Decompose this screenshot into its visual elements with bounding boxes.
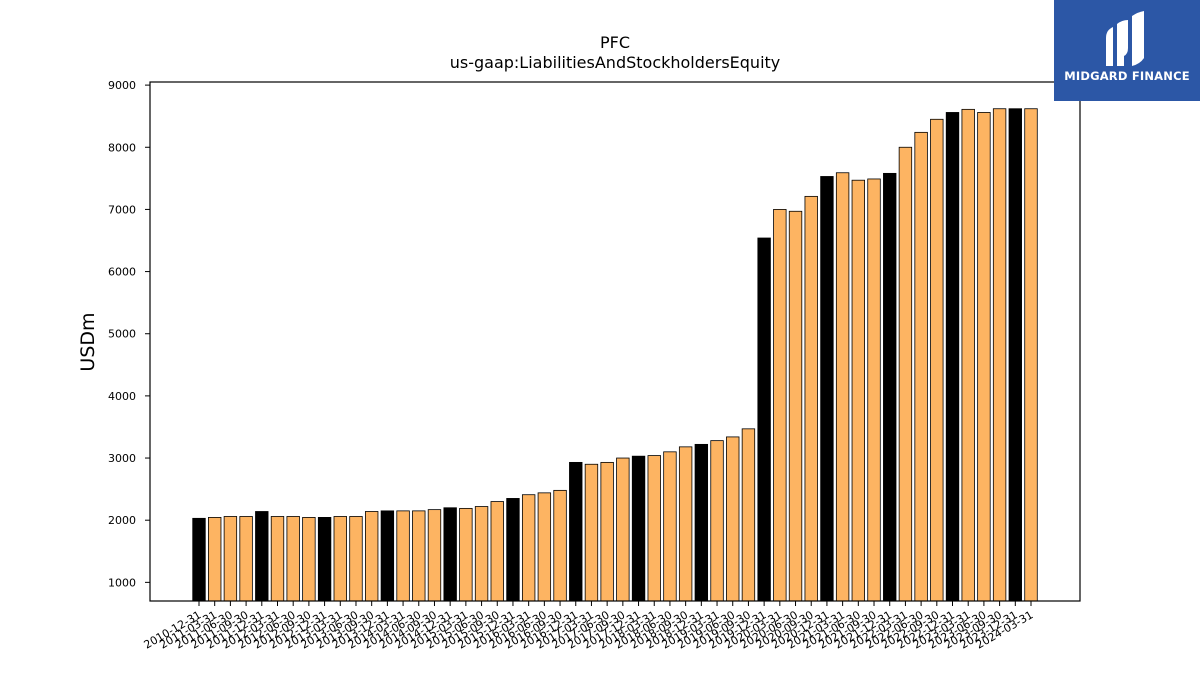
y-tick-label: 3000	[108, 452, 136, 465]
bar-2020-06-30	[788, 210, 803, 602]
bar-2017-03-31	[584, 463, 599, 602]
bar-2015-06-30	[474, 506, 489, 602]
bar-2023-06-30	[977, 112, 991, 602]
y-tick-label: 8000	[108, 141, 136, 154]
bar-2010-12-31	[192, 517, 206, 602]
y-axis-label: USDm	[77, 312, 99, 371]
bar-2018-09-30	[678, 446, 693, 602]
bar-2013-12-31	[380, 510, 395, 602]
bar-2019-03-31	[710, 440, 724, 602]
y-tick-label: 1000	[108, 576, 136, 589]
chart-subtitle: us-gaap:LiabilitiesAndStockholdersEquity	[450, 53, 781, 72]
plot-frame	[149, 81, 1081, 602]
bar-2018-06-30	[663, 451, 677, 602]
bar-2017-12-31	[631, 455, 646, 602]
y-axis-ticks: 1000 2000 3000 4000 5000 6000 7000 8000 9000	[108, 79, 150, 589]
bar-2017-06-30	[600, 461, 614, 602]
y-tick-label: 4000	[108, 390, 136, 403]
bar-2022-12-31	[945, 112, 960, 602]
bar-2014-09-30	[427, 509, 442, 602]
bar-2020-03-31	[773, 209, 787, 602]
bar-2015-12-31	[506, 498, 520, 602]
y-tick-label: 5000	[108, 328, 136, 341]
bar-2022-06-30	[914, 131, 928, 602]
bar-2013-03-31	[333, 516, 347, 602]
chart-title: PFC	[600, 33, 630, 52]
bar-2019-12-31	[757, 237, 771, 602]
bar-2011-09-30	[239, 516, 253, 602]
bar-2016-03-31	[521, 494, 536, 602]
bar-2011-03-31	[208, 517, 222, 602]
bar-2019-06-30	[726, 436, 740, 602]
bar-2012-09-30	[302, 517, 316, 602]
bar-2011-12-31	[255, 511, 269, 602]
bar-2018-03-31	[647, 455, 661, 602]
bar-2020-12-31	[820, 176, 834, 602]
brand-name: MIDGARD FINANCE	[1064, 69, 1190, 83]
bar-2017-09-30	[616, 457, 630, 602]
bar-2022-03-31	[898, 146, 913, 602]
bar-2020-09-30	[804, 195, 818, 602]
bar-2013-09-30	[364, 511, 379, 602]
bar-2018-12-31	[694, 443, 709, 602]
bar-2015-03-31	[459, 507, 473, 602]
bar-2021-03-31	[835, 172, 850, 602]
bar-2016-06-30	[537, 492, 552, 602]
bar-2023-12-31	[1008, 108, 1022, 602]
bar-2023-03-31	[961, 108, 975, 602]
bar-2013-06-30	[349, 516, 363, 602]
bar-2024-03-31	[1024, 108, 1038, 602]
bar-2021-12-31	[883, 172, 897, 602]
bar-2011-06-30	[223, 516, 238, 602]
bars-group	[192, 108, 1038, 602]
midgard-mark-icon	[1106, 11, 1144, 66]
y-tick-label: 7000	[108, 203, 136, 216]
bar-2022-09-30	[930, 118, 944, 602]
x-axis-ticks: 2010-12-312011-03-312011-06-302011-09-30…	[142, 601, 1036, 652]
y-tick-label: 6000	[108, 266, 136, 279]
bar-2016-12-31	[569, 461, 583, 602]
bar-2015-09-30	[490, 501, 504, 602]
y-tick-label: 2000	[108, 514, 136, 527]
bar-2012-06-30	[286, 516, 300, 602]
bar-2021-09-30	[867, 178, 881, 602]
bar-2014-03-31	[396, 510, 410, 602]
bar-2014-06-30	[412, 510, 426, 602]
bar-2016-09-30	[553, 489, 567, 602]
bar-2014-12-31	[443, 507, 457, 602]
y-tick-label: 9000	[108, 79, 136, 92]
bar-2019-09-30	[741, 428, 756, 602]
bar-2023-09-30	[992, 108, 1007, 602]
bar-2012-03-31	[270, 516, 285, 602]
bar-2021-06-30	[851, 179, 865, 602]
bar-2012-12-31	[317, 517, 332, 602]
